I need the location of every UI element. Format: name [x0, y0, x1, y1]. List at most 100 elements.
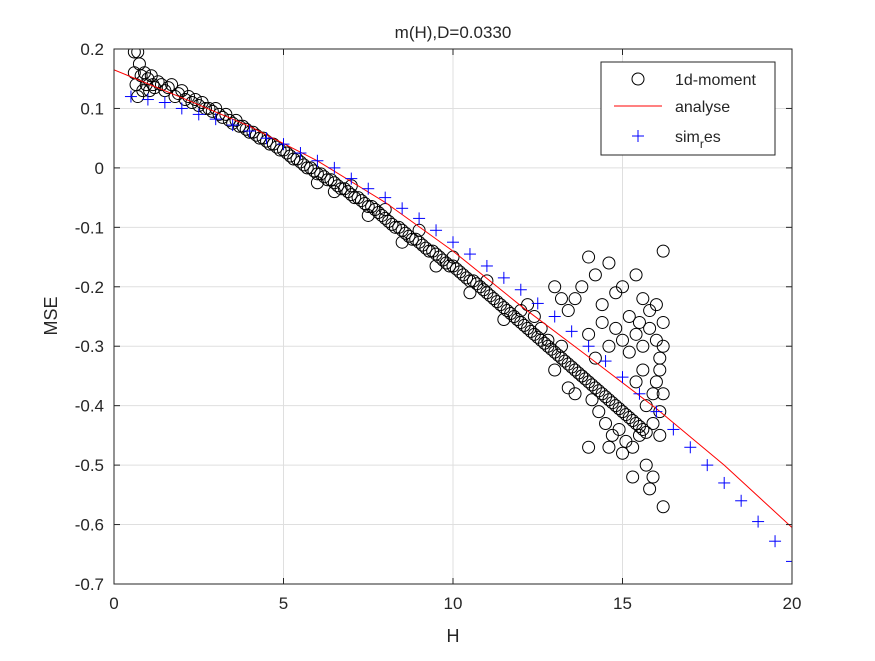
moment-point-215: [599, 417, 613, 430]
sim-point-18: [430, 224, 443, 237]
sim-point-19: [447, 236, 459, 249]
moment-point-39: [232, 119, 246, 133]
sim-point-34: [701, 459, 714, 472]
moment-point-213: [585, 393, 599, 407]
moment-point-169: [463, 286, 477, 300]
moment-point-0: [127, 49, 141, 59]
moment-point-165: [395, 235, 409, 249]
moment-point-203: [602, 339, 616, 353]
moment-point-181: [575, 369, 589, 383]
sim-point-37: [752, 515, 765, 528]
moment-point-194: [629, 268, 643, 282]
sim-point-17: [413, 212, 426, 225]
moment-point-186: [575, 280, 589, 294]
moment-point-61: [307, 164, 321, 178]
y-tick-label-9: -0.7: [75, 575, 104, 594]
sim-point-35: [718, 476, 731, 489]
legend-label-0: 1d-moment: [675, 72, 756, 89]
moment-point-189: [595, 298, 609, 312]
moment-point-225: [626, 470, 640, 484]
series-sim_res: [124, 90, 792, 568]
moment-point-193: [622, 310, 636, 323]
moment-point-159: [639, 425, 653, 439]
sim-point-28: [599, 355, 612, 368]
moment-point-183: [554, 292, 568, 306]
moment-point-184: [561, 304, 575, 318]
sim-point-2: [158, 96, 171, 109]
y-tick-label-3: -0.1: [75, 218, 104, 237]
moment-point-222: [646, 470, 660, 484]
series-analyse: [114, 69, 792, 528]
sim-point-31: [650, 405, 663, 418]
moment-point-84: [385, 217, 399, 231]
moment-point-72: [344, 188, 358, 202]
analyse-line: [114, 69, 792, 528]
moment-point-233: [656, 315, 670, 329]
sim-point-33: [684, 441, 697, 454]
moment-point-206: [622, 345, 636, 359]
moment-point-212: [656, 339, 670, 353]
moment-point-229: [616, 446, 629, 460]
moment-point-167: [429, 259, 443, 273]
legend-marker-circle: [631, 72, 645, 86]
sim-point-4: [192, 108, 205, 121]
moment-point-55: [287, 152, 301, 166]
moment-point-58: [297, 158, 311, 172]
sim-point-26: [565, 325, 578, 338]
series-1d-moment: [127, 49, 670, 514]
sim-point-8: [260, 132, 273, 145]
moment-point-224: [656, 500, 670, 514]
moment-point-228: [602, 440, 616, 454]
moment-point-198: [656, 244, 670, 258]
moment-point-174: [527, 310, 541, 323]
legend[interactable]: 1d-moment analyse simres: [600, 61, 776, 156]
y-tick-label-2: 0: [95, 159, 104, 178]
moment-point-205: [616, 333, 629, 347]
moment-point-50: [270, 140, 284, 154]
sim-point-3: [175, 102, 188, 115]
sim-point-9: [277, 138, 290, 151]
moment-point-188: [588, 268, 602, 282]
sim-point-12: [328, 161, 341, 174]
sim-point-7: [243, 125, 256, 138]
x-tick-label-4: 20: [783, 594, 802, 613]
sim-point-21: [480, 259, 493, 272]
y-tick-label-1: 0.1: [80, 99, 104, 118]
moment-point-214: [592, 405, 606, 419]
sim-point-13: [345, 172, 358, 185]
sim-point-23: [514, 283, 527, 296]
moment-point-209: [643, 321, 657, 335]
moment-point-187: [582, 250, 596, 264]
moment-point-77: [361, 200, 375, 214]
moment-point-230: [646, 387, 660, 401]
sim-point-24: [531, 297, 544, 310]
sim-point-38: [769, 535, 782, 548]
moment-point-170: [480, 274, 494, 288]
moment-point-192: [616, 280, 629, 294]
moment-point-76: [358, 197, 372, 211]
sim-point-20: [463, 248, 476, 261]
moment-point-231: [649, 375, 663, 389]
moment-point-232: [653, 363, 667, 377]
moment-point-239: [629, 375, 643, 389]
moment-point-101: [443, 259, 457, 273]
moment-point-199: [632, 315, 646, 329]
moment-point-95: [422, 244, 436, 258]
y-axis-label: MSE: [41, 296, 61, 335]
moment-point-85: [388, 220, 402, 234]
moment-point-238: [636, 363, 650, 377]
x-tick-label-0: 0: [109, 594, 118, 613]
moment-point-62: [310, 167, 324, 181]
moment-point-69: [334, 182, 348, 196]
moment-point-178: [554, 339, 568, 353]
y-tick-label-6: -0.4: [75, 397, 104, 416]
moment-point-30: [202, 101, 216, 115]
moment-point-202: [595, 315, 609, 329]
sim-point-0: [124, 90, 137, 103]
sim-point-30: [633, 387, 646, 400]
moment-point-207: [629, 327, 643, 341]
moment-point-41: [239, 122, 253, 136]
moment-point-29: [199, 101, 213, 115]
moment-point-182: [548, 280, 562, 294]
sim-point-5: [209, 113, 222, 126]
